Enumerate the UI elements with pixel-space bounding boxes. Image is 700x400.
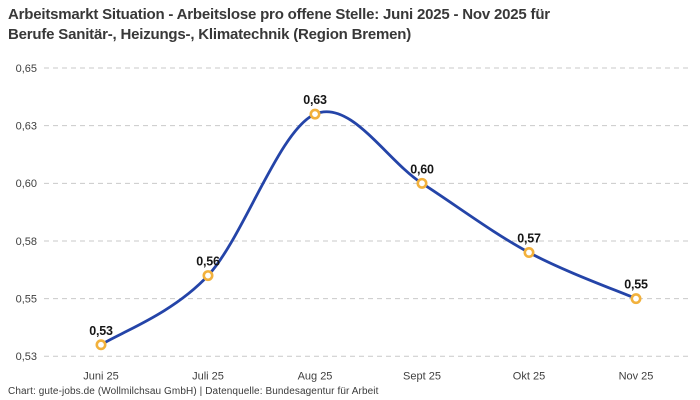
y-axis-tick-label: 0,58	[16, 236, 37, 248]
y-axis-tick-label: 0,63	[16, 121, 37, 133]
data-point-marker	[416, 177, 428, 189]
data-point-marker	[309, 108, 321, 120]
data-point-label: 0,60	[410, 162, 434, 176]
x-axis-tick-label: Aug 25	[298, 371, 333, 383]
data-point-label: 0,56	[196, 255, 220, 269]
chart-title-line-2: Berufe Sanitär-, Heizungs-, Klimatechnik…	[8, 26, 412, 43]
series-line	[99, 110, 638, 347]
data-point-marker	[95, 339, 107, 351]
data-point-label: 0,63	[303, 93, 327, 107]
x-axis-tick-label: Juni 25	[83, 371, 118, 383]
data-point-marker	[202, 270, 214, 282]
data-point-label: 0,53	[89, 324, 113, 338]
data-point-marker	[523, 247, 535, 259]
x-axis-tick-label: Nov 25	[619, 371, 654, 383]
chart-title: Arbeitsmarkt Situation - Arbeitslose pro…	[8, 5, 668, 45]
chart-footer-attribution: Chart: gute-jobs.de (Wollmilchsau GmbH) …	[8, 386, 379, 397]
x-axis-tick-label: Sept 25	[403, 371, 441, 383]
data-point-marker	[630, 293, 642, 305]
y-axis-tick-label: 0,60	[16, 178, 37, 190]
x-axis-tick-label: Juli 25	[192, 371, 224, 383]
data-point-label: 0,57	[517, 232, 541, 246]
chart-title-line-1: Arbeitsmarkt Situation - Arbeitslose pro…	[8, 6, 550, 23]
data-point-label: 0,55	[624, 278, 648, 292]
y-axis-tick-label: 0,65	[16, 63, 37, 75]
y-axis-tick-label: 0,55	[16, 293, 37, 305]
y-axis-tick-label: 0,53	[16, 351, 37, 363]
x-axis-tick-label: Okt 25	[513, 371, 545, 383]
